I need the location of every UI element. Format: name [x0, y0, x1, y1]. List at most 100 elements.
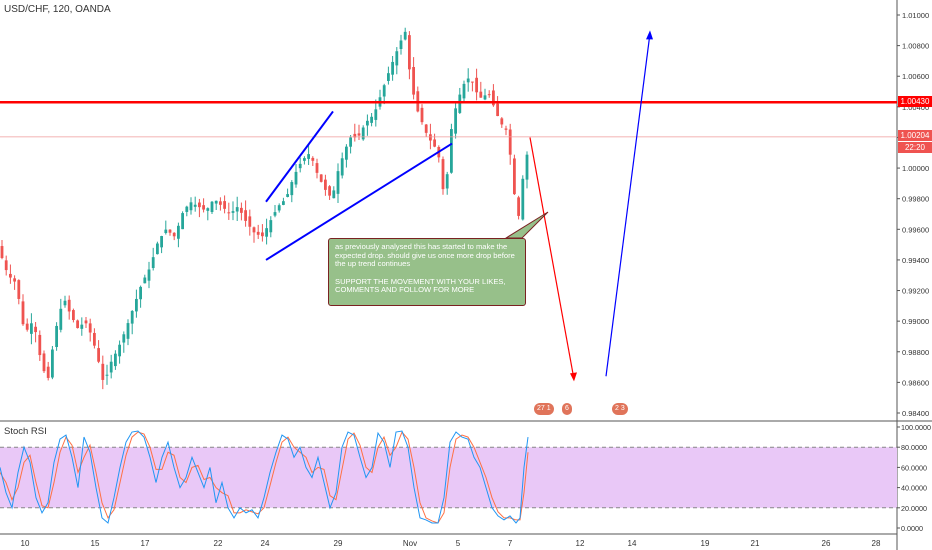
- time-tick-label: 29: [334, 539, 343, 548]
- analysis-note[interactable]: as previously analysed this has started …: [328, 238, 526, 306]
- candle-body: [151, 257, 155, 269]
- candle-body: [454, 108, 457, 134]
- candle-body: [261, 232, 264, 237]
- rsi-tick-label: 60.0000: [901, 463, 927, 472]
- note-text-2: SUPPORT THE MOVEMENT WITH YOUR LIKES, CO…: [335, 276, 506, 295]
- candle-body: [521, 178, 525, 220]
- price-tick-label: 1.01000: [902, 11, 929, 20]
- candle-body: [366, 120, 369, 126]
- candle-body: [135, 298, 138, 312]
- candle-body: [177, 225, 180, 239]
- candle-body: [277, 205, 281, 211]
- event-badge-1[interactable]: 27 1: [534, 403, 554, 415]
- candle-body: [118, 344, 121, 357]
- candle-body: [328, 186, 331, 196]
- candle-body: [387, 73, 390, 81]
- candle-body: [424, 124, 428, 133]
- price-tick-label: 0.99800: [902, 195, 929, 204]
- candle-body: [282, 201, 285, 205]
- candle-body: [181, 213, 184, 230]
- candle-body: [403, 31, 407, 40]
- price-tick-label: 0.99600: [902, 225, 929, 234]
- trend-line: [265, 110, 334, 203]
- candle-body: [46, 366, 50, 378]
- projection-down-arrow: [570, 372, 577, 382]
- candle-body: [88, 323, 92, 333]
- candle-body: [517, 197, 520, 216]
- resistance-price-tag: 1.00430: [898, 96, 932, 107]
- candle-body: [105, 374, 109, 376]
- candle-body: [252, 227, 256, 233]
- candle-body: [80, 324, 84, 329]
- candle-body: [185, 206, 189, 212]
- candle-body: [0, 246, 4, 259]
- candle-body: [164, 229, 168, 234]
- time-tick-label: 21: [751, 539, 760, 548]
- candle-body: [193, 204, 197, 207]
- candle-body: [67, 299, 71, 312]
- candle-body: [445, 174, 449, 189]
- candle-body: [286, 194, 289, 197]
- candle-body: [504, 128, 508, 130]
- candle-body: [76, 320, 79, 329]
- candle-body: [298, 163, 302, 169]
- candle-body: [466, 78, 470, 83]
- candle-body: [97, 348, 100, 362]
- candle-body: [420, 107, 424, 123]
- candle-body: [240, 207, 243, 213]
- rsi-k-line: [0, 430, 529, 524]
- candle-body: [25, 323, 29, 330]
- candle-body: [294, 171, 298, 185]
- event-badge-3[interactable]: 2 3: [612, 403, 628, 415]
- candle-body: [210, 201, 214, 213]
- candle-body: [382, 85, 386, 97]
- candle-body: [450, 129, 453, 173]
- candle-body: [172, 232, 176, 237]
- candle-body: [500, 118, 504, 125]
- rsi-tick-label: 80.0000: [901, 443, 927, 452]
- candle-body: [4, 260, 8, 271]
- candle-body: [290, 182, 294, 196]
- candle-body: [101, 363, 105, 380]
- projection-down-line: [529, 137, 575, 380]
- candle-body: [214, 200, 218, 204]
- event-badge-2[interactable]: 6: [562, 403, 572, 415]
- candle-body: [361, 127, 365, 140]
- price-tick-label: 1.00000: [902, 164, 929, 173]
- candle-body: [324, 179, 327, 190]
- current-price-tag: 1.00204: [898, 130, 932, 141]
- chart-title: USD/CHF, 120, OANDA: [4, 4, 111, 15]
- time-tick-label: 19: [701, 539, 710, 548]
- note-text-1: as previously analysed this has started …: [335, 242, 515, 269]
- candle-body: [130, 311, 134, 324]
- price-tick-label: 0.98400: [902, 409, 929, 418]
- candle-body: [462, 83, 466, 99]
- rsi-tick-label: 20.0000: [901, 504, 927, 513]
- candle-body: [160, 236, 163, 248]
- time-tick-label: 24: [261, 539, 270, 548]
- candle-body: [139, 286, 142, 300]
- candle-body: [370, 116, 373, 123]
- candle-body: [198, 202, 201, 208]
- candle-body: [13, 278, 16, 282]
- price-tick-label: 1.00800: [902, 42, 929, 51]
- candle-body: [265, 228, 268, 237]
- candle-body: [17, 280, 21, 299]
- candle-body: [63, 300, 67, 306]
- candle-body: [475, 77, 478, 93]
- candle-body: [525, 154, 529, 180]
- candle-body: [487, 94, 491, 96]
- candle-body: [496, 103, 499, 117]
- price-tick-label: 1.00400: [902, 103, 929, 112]
- candle-body: [206, 208, 210, 211]
- candle-body: [483, 95, 487, 100]
- time-tick-label: 28: [872, 539, 881, 548]
- candle-body: [189, 202, 193, 211]
- candle-body: [429, 134, 432, 141]
- candle-body: [126, 323, 130, 339]
- candle-body: [408, 35, 411, 70]
- candle-body: [114, 353, 117, 367]
- projection-up-line: [605, 33, 651, 377]
- time-tick-label: 10: [21, 539, 30, 548]
